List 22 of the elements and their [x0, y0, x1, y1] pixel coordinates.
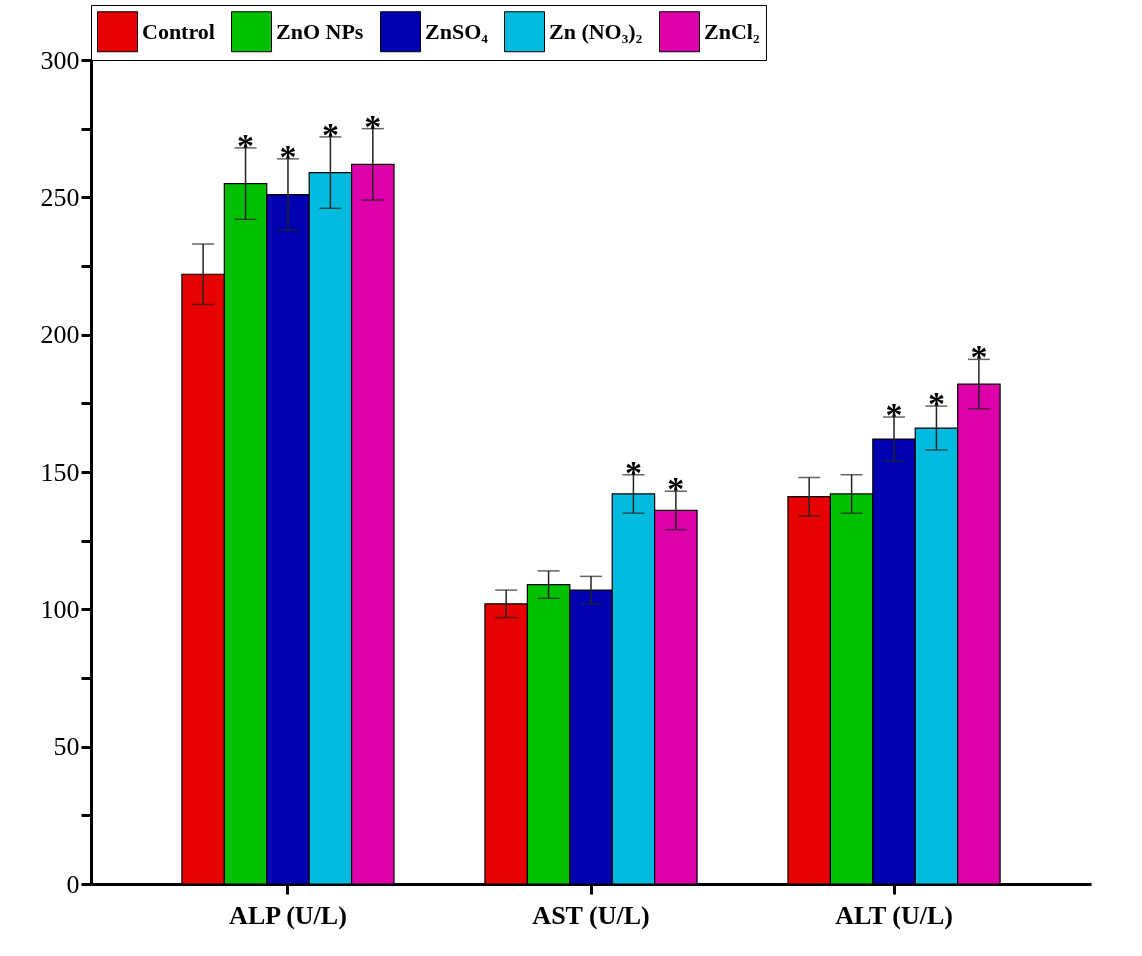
- legend-label: ZnCl₂: [704, 18, 760, 44]
- data-label: *: [237, 126, 255, 164]
- legend-label: Zn (NO₃)₂: [549, 18, 643, 44]
- data-label: *: [667, 470, 685, 508]
- data-label: *: [970, 338, 988, 376]
- data-label: *: [279, 137, 297, 175]
- x-tick-label: ALT (U/L): [835, 900, 953, 930]
- y-tick-label: 150: [40, 457, 80, 487]
- y-tick-label: 300: [40, 45, 80, 75]
- legend-label: Control: [142, 18, 215, 44]
- y-tick-label: 0: [66, 869, 80, 899]
- y-tick-label: 200: [40, 320, 80, 350]
- y-tick-label: 100: [40, 594, 80, 624]
- y-tick-label: 250: [40, 182, 80, 212]
- x-tick-label: ALP (U/L): [229, 900, 347, 930]
- legend-label: ZnSO₄: [425, 18, 489, 44]
- x-tick-label: AST (U/L): [532, 900, 650, 930]
- legend-label: ZnO NPs: [276, 18, 364, 44]
- data-label: *: [885, 396, 903, 434]
- data-label: *: [927, 385, 945, 423]
- y-tick-label: 50: [53, 732, 80, 762]
- data-label: *: [321, 115, 339, 153]
